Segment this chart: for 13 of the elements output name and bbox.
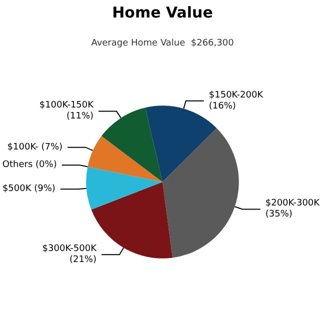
legend-label: Others (0%) — [2, 160, 57, 170]
slice-label: $100K- (7%) — [7, 142, 63, 152]
slice-label: $200K-300K — [265, 198, 321, 209]
data-label: (35%) — [265, 210, 292, 220]
data-label: (16%) — [208, 101, 236, 112]
slice-label: $100K-150K — [39, 100, 95, 111]
chart-subtitle: Average Home Value $266,300 — [91, 38, 234, 48]
chart-title: Home Value — [112, 4, 213, 22]
slice-label: $300K-500K — [42, 244, 98, 254]
slice-label: $500K (9%) — [2, 184, 56, 194]
slice-label: $150K-200K — [208, 90, 264, 100]
data-label: (21%) — [69, 255, 97, 266]
data-label: (11%) — [66, 112, 94, 122]
